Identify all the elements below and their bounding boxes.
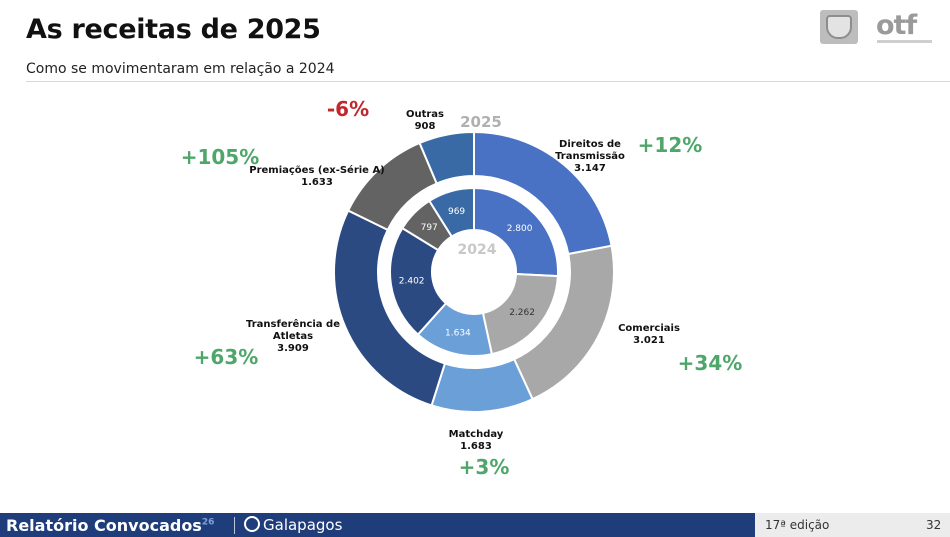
footer-brand: Relatório Convocados26 (6, 516, 215, 535)
category-value-direitos-de-transmissao: 3.147 (574, 163, 606, 174)
inner-slice-direitos-de-transmissao (473, 186, 559, 278)
category-value-premiacoes-ex-serie-a: 1.633 (301, 177, 333, 188)
inner-value-label-outras: 969 (448, 207, 465, 217)
inner-ring-2024 (389, 186, 559, 357)
shield-logo-icon (820, 10, 858, 44)
category-name-transferencia-de-atletas-1: Atletas (273, 331, 313, 342)
inner-slice-outras (427, 186, 475, 238)
inner-value-label-premiacoes-ex-serie-a: 797 (421, 223, 438, 233)
category-value-comerciais: 3.021 (633, 335, 665, 346)
category-name-direitos-de-transmissao-0: Direitos de (559, 139, 621, 150)
inner-value-label-direitos-de-transmissao: 2.800 (507, 224, 533, 234)
title-divider (26, 81, 950, 82)
outer-slice-outras (418, 130, 475, 185)
outer-ring-2025 (333, 130, 615, 413)
edition-label: 17ª edição (765, 518, 830, 532)
change-pct-transferencia-de-atletas: +63% (194, 345, 259, 369)
inner-value-label-comerciais: 2.262 (509, 308, 535, 318)
inner-slice-transferencia-de-atletas (389, 226, 448, 336)
category-value-outras: 908 (415, 121, 436, 132)
page-title: As receitas de 2025 (26, 14, 321, 45)
change-pct-premiacoes-ex-serie-a: +105% (181, 145, 260, 169)
chart-labels: 2.800 2.262 1.634 2.402 797 969 2025 2024 Direit… (181, 97, 743, 479)
category-name-premiacoes-ex-serie-a-0: Premiações (ex-Série A) (249, 164, 385, 176)
partner-logo: Galapagos (244, 516, 342, 534)
page-number: 32 (926, 518, 942, 532)
footer-separator (234, 517, 235, 534)
change-pct-direitos-de-transmissao: +12% (638, 133, 703, 157)
change-pct-outras: -6% (327, 97, 369, 121)
inner-value-label-transferencia-de-atletas: 2.402 (399, 277, 425, 287)
category-name-outras-0: Outras (406, 109, 444, 120)
galapagos-icon (244, 516, 260, 532)
change-pct-matchday: +3% (459, 455, 510, 479)
otf-logo: otf (876, 10, 917, 41)
inner-ring-year-label: 2024 (458, 242, 497, 258)
inner-value-label-matchday: 1.634 (445, 328, 471, 338)
category-name-transferencia-de-atletas-0: Transferência de (246, 318, 340, 330)
category-name-matchday-0: Matchday (449, 429, 504, 440)
page-subtitle: Como se movimentaram em relação a 2024 (26, 61, 335, 77)
category-name-comerciais-0: Comerciais (618, 323, 680, 334)
change-pct-comerciais: +34% (678, 351, 743, 375)
category-value-matchday: 1.683 (460, 441, 492, 452)
footer-bar: Relatório Convocados26 Galapagos 17ª edi… (0, 513, 950, 537)
category-value-transferencia-de-atletas: 3.909 (277, 343, 309, 354)
outer-ring-year-label: 2025 (460, 113, 502, 131)
outer-slice-matchday (430, 357, 534, 413)
footer-right-panel (755, 513, 950, 537)
otf-logo-underline (877, 40, 932, 43)
category-name-direitos-de-transmissao-1: Transmissão (555, 151, 625, 162)
